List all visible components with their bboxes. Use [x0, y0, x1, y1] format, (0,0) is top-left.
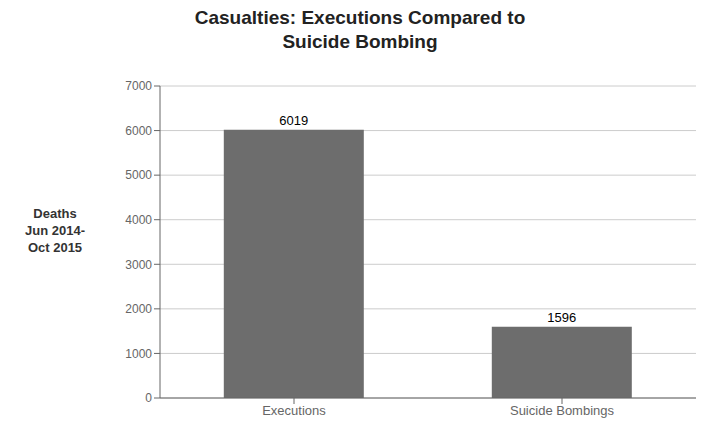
svg-text:2000: 2000: [125, 302, 152, 316]
svg-text:5000: 5000: [125, 168, 152, 182]
svg-text:7000: 7000: [125, 79, 152, 93]
html-text:Deaths: Deaths: [33, 205, 77, 221]
html-text:Jun 2014-: Jun 2014-: [25, 222, 85, 238]
svg-text:6019: 6019: [279, 113, 308, 128]
html-text:Suicide Bombing: Suicide Bombing: [282, 31, 438, 52]
svg-text:6000: 6000: [125, 124, 152, 138]
svg-text:3000: 3000: [125, 258, 152, 272]
svg-text:Suicide Bombings: Suicide Bombings: [510, 403, 615, 418]
html-text:Casualties: Executions Compare: Casualties: Executions Compared to: [194, 7, 526, 28]
svg-text:1000: 1000: [125, 347, 152, 361]
svg-text:Executions: Executions: [262, 403, 326, 418]
svg-text:1596: 1596: [547, 310, 576, 325]
html-text:Oct 2015: Oct 2015: [27, 239, 83, 255]
svg-text:0: 0: [145, 391, 152, 405]
svg-text:4000: 4000: [125, 213, 152, 227]
